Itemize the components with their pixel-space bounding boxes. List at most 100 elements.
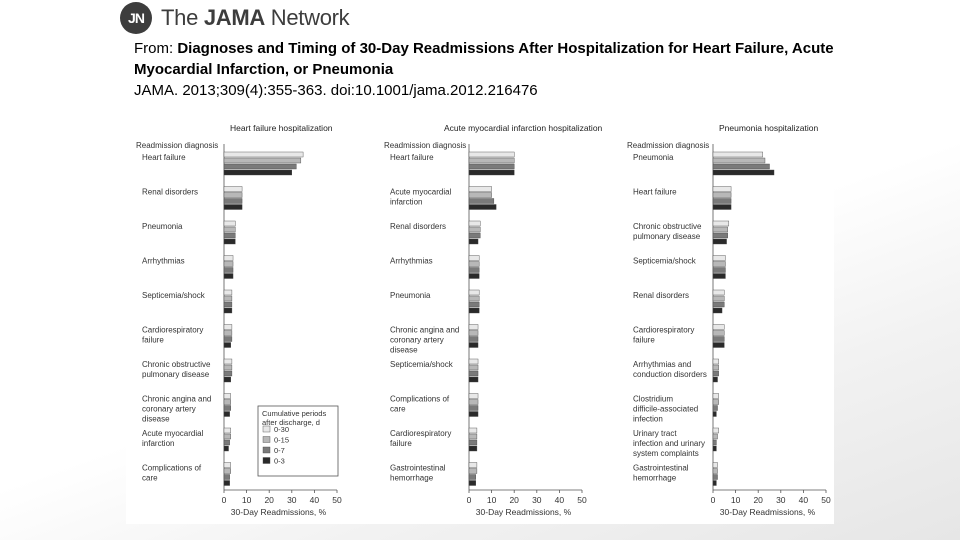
jn-logo-icon: JN [120,2,152,34]
chart-title: Heart failure hospitalization [230,123,333,133]
category-label: Arrhythmias [142,257,185,266]
bar-0-3 [468,169,515,176]
category-header: Readmission diagnosis [136,141,218,150]
bar-0-15 [468,157,515,164]
x-tick-label: 30 [532,495,542,505]
bar-0-15 [712,399,719,405]
category-label: Chronic obstructive [633,222,702,231]
bar-0-7 [712,439,717,446]
brand-name: The JAMA Network [161,5,350,31]
x-tick-label: 50 [577,495,587,505]
x-tick-label: 20 [753,495,763,505]
x-tick-label: 40 [799,495,809,505]
bar-0-30 [223,255,234,261]
bar-0-30 [468,151,515,158]
x-tick-label: 10 [731,495,741,505]
bar-0-7 [468,370,479,377]
x-tick-label: 20 [264,495,274,505]
bar-0-30 [223,151,304,158]
legend-label: 0-3 [274,457,285,466]
bar-0-30 [712,255,726,261]
bar-0-3 [223,273,234,279]
bar-0-15 [712,433,718,440]
bar-0-7 [468,163,515,170]
x-axis-label: 30-Day Readmissions, % [476,507,572,517]
bar-0-7 [223,336,233,342]
bar-0-7 [712,474,718,480]
category-label: Heart failure [142,153,186,162]
bar-0-15 [468,399,479,405]
category-label: infection and urinary [633,439,705,448]
bar-0-3 [468,342,479,348]
bar-0-3 [468,480,476,486]
bar-0-15 [712,364,719,371]
bar-0-3 [712,445,717,452]
category-label: coronary artery [390,336,444,345]
category-label: hemorrhage [633,474,677,483]
category-label: Chronic angina and [142,395,211,404]
category-label: Clostridium [633,395,673,404]
bar-0-3 [223,204,243,210]
category-label: Urinary tract [633,429,677,438]
category-label: Chronic obstructive [142,360,211,369]
bar-0-7 [468,232,481,239]
category-label: failure [633,336,655,345]
category-label: difficile-associated [633,405,698,414]
bar-0-15 [712,468,718,474]
category-label: Heart failure [390,153,434,162]
bar-0-30 [468,427,478,434]
legend-label: 0-15 [274,436,289,445]
category-label: pulmonary disease [633,232,701,241]
bar-0-7 [223,232,236,239]
category-label: Pneumonia [633,153,674,162]
x-tick-label: 10 [487,495,497,505]
bar-0-15 [468,226,481,233]
bar-0-30 [712,358,719,365]
chart-title: Acute myocardial infarction hospitalizat… [444,123,603,133]
bar-0-15 [223,261,234,267]
bar-0-7 [712,198,732,204]
bar-0-15 [712,330,725,336]
category-label: conduction disorders [633,370,707,379]
category-label: Complications of [390,395,450,404]
bar-0-3 [468,273,480,279]
bar-0-3 [712,273,726,279]
bar-0-15 [223,295,233,302]
bar-0-3 [223,238,236,245]
figure-title: From: Diagnoses and Timing of 30-Day Rea… [134,38,834,80]
category-label: Heart failure [633,188,677,197]
brand-name-bold: JAMA [203,5,265,30]
category-label: Septicemia/shock [633,257,697,266]
bar-0-3 [712,342,725,348]
bar-0-15 [223,192,243,198]
x-tick-label: 20 [509,495,519,505]
bar-0-30 [223,220,236,227]
jama-network-logo[interactable]: JN The JAMA Network [120,2,350,34]
bar-0-7 [223,163,297,170]
bar-0-3 [223,342,231,348]
bar-0-30 [468,393,479,399]
category-label: failure [390,439,412,448]
bar-0-7 [468,439,478,446]
bar-0-3 [468,376,479,383]
bar-0-7 [223,198,243,204]
category-label: disease [142,415,170,424]
bar-0-15 [468,295,480,302]
article-title: Diagnoses and Timing of 30-Day Readmissi… [134,40,834,78]
bar-0-30 [712,186,732,192]
category-label: Pneumonia [142,222,183,231]
category-label: Gastrointestinal [390,464,446,473]
bar-0-3 [223,480,230,486]
bar-0-7 [468,301,480,308]
category-label: disease [390,346,418,355]
bar-0-3 [712,204,732,210]
bar-0-15 [712,226,728,233]
category-label: infarction [142,439,174,448]
chart-title: Pneumonia hospitalization [719,123,819,133]
brand-name-prefix: The [161,5,199,30]
legend-swatch-0-30 [262,425,271,433]
x-tick-label: 0 [467,495,472,505]
bar-0-7 [468,405,479,411]
bar-0-3 [468,238,479,245]
bar-0-15 [468,364,479,371]
